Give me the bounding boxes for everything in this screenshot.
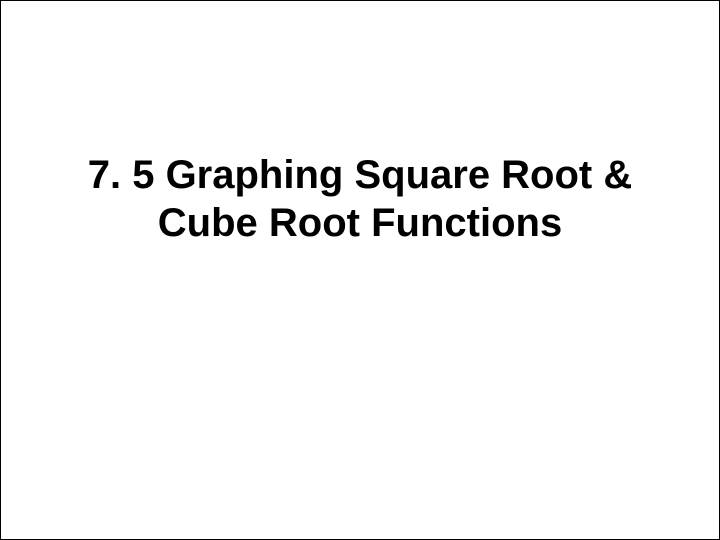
title-line-2: Cube Root Functions [158, 201, 562, 245]
title-line-1: 7. 5 Graphing Square Root & [88, 153, 633, 197]
slide-title: 7. 5 Graphing Square Root & Cube Root Fu… [1, 151, 719, 247]
